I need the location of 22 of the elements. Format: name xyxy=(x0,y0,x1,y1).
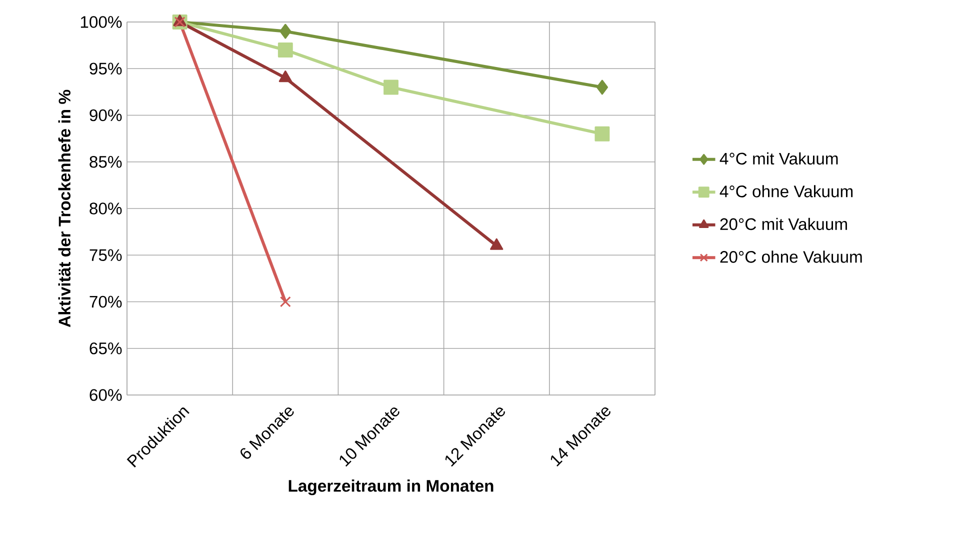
point xyxy=(278,70,292,82)
point xyxy=(280,296,291,308)
point xyxy=(594,126,610,142)
y-tick-label: 80% xyxy=(90,202,122,214)
y-tick-label: 90% xyxy=(90,109,122,122)
legend-label: 20°C mit Vakuum xyxy=(720,218,847,230)
y-tick-label: 65% xyxy=(90,342,122,354)
y-axis-title: Aktivität der Trockenhefe in % xyxy=(58,90,71,328)
y-tick-label: 60% xyxy=(90,389,122,401)
y-tick-label: 70% xyxy=(90,296,122,308)
y-tick-label: 85% xyxy=(90,156,122,168)
point xyxy=(596,80,608,95)
point xyxy=(384,80,398,95)
point xyxy=(278,42,293,58)
y-tick-label: 100% xyxy=(80,16,122,28)
legend-label: 4°C ohne Vakuum xyxy=(720,185,853,198)
point xyxy=(280,24,292,39)
x-axis-title: Lagerzeitraum in Monaten xyxy=(288,480,494,496)
y-tick-label: 95% xyxy=(90,62,122,75)
y-tick-label: 75% xyxy=(90,249,122,261)
legend-label: 4°C mit Vakuum xyxy=(720,152,838,165)
legend-label: 20°C ohne Vakuum xyxy=(720,250,862,263)
